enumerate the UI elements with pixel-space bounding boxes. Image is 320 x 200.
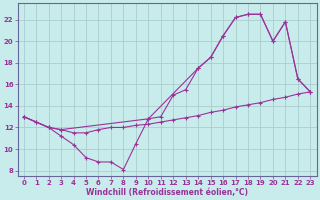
X-axis label: Windchill (Refroidissement éolien,°C): Windchill (Refroidissement éolien,°C) bbox=[86, 188, 248, 197]
